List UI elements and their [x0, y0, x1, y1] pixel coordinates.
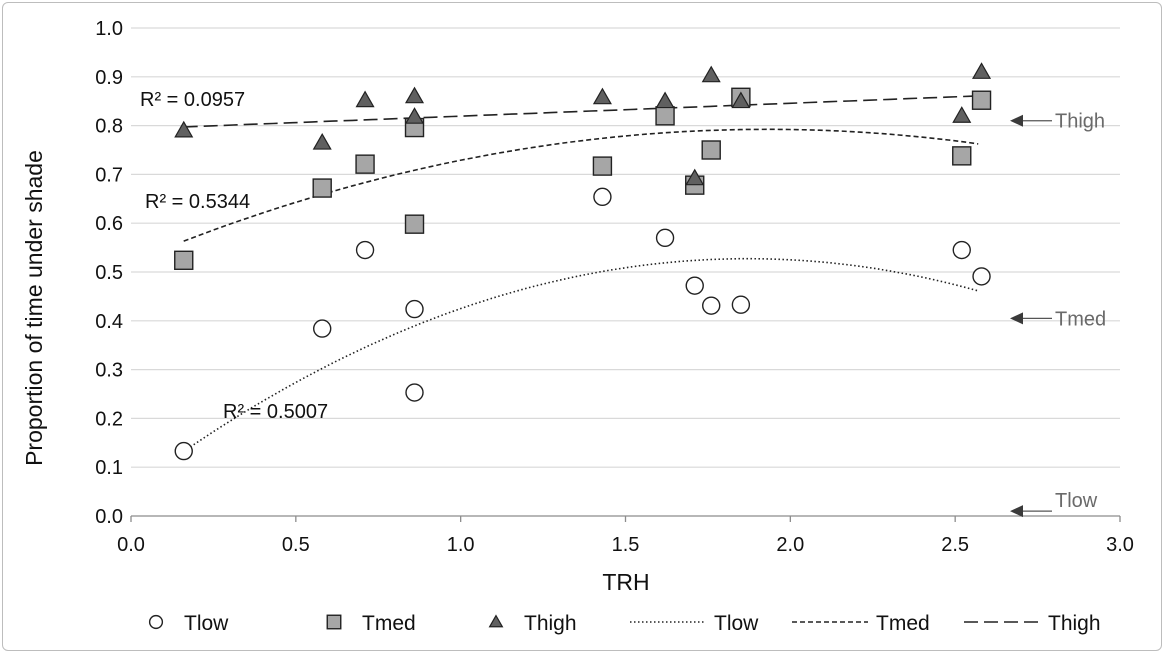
y-tick-label: 1.0 — [95, 18, 123, 40]
x-tick-label: 2.0 — [776, 534, 804, 556]
x-tick-label: 0.0 — [117, 534, 145, 556]
point-tmed — [952, 146, 972, 166]
point-thigh — [952, 106, 972, 123]
point-tlow — [174, 441, 193, 461]
legend-label: Thigh — [524, 612, 577, 635]
point-thigh — [972, 62, 992, 79]
x-tick-label: 0.5 — [282, 534, 310, 556]
y-tick-label: 0.0 — [95, 506, 123, 528]
trendline-thigh — [183, 95, 979, 128]
point-tmed — [655, 106, 675, 126]
point-tlow — [313, 319, 332, 338]
trendline-tlow — [183, 257, 979, 453]
point-tlow — [731, 295, 751, 314]
point-tlow — [405, 299, 424, 319]
data-points — [174, 62, 992, 461]
annotations: Thigh Tmed Tlow — [1010, 111, 1106, 518]
y-axis-title: Proportion of time under shade — [21, 150, 47, 466]
point-tlow — [685, 276, 704, 295]
tick-labels: 0.0 0.1 0.2 0.3 0.4 0.5 0.6 0.7 0.8 0.9 1.0 0.0 0.5 1… — [95, 18, 1134, 556]
point-tmed — [355, 154, 375, 174]
annotation-arrow-head — [1010, 505, 1023, 518]
legend-marker-thigh — [488, 614, 504, 628]
legend-label: Tlow — [714, 612, 759, 635]
x-axis-title: TRH — [602, 569, 649, 595]
x-tick-label: 3.0 — [1106, 534, 1134, 556]
x-tick-label: 1.5 — [612, 534, 640, 556]
point-thigh — [355, 90, 375, 108]
annotation-tlow: Tlow — [1055, 490, 1098, 512]
point-thigh — [592, 87, 612, 105]
y-tick-label: 0.3 — [95, 360, 123, 382]
trendline-tmed — [183, 128, 979, 242]
point-tmed — [312, 178, 332, 198]
annotation-tmed: Tmed — [1055, 308, 1106, 330]
annotation-arrow-head — [1010, 114, 1023, 127]
y-tick-label: 0.9 — [95, 67, 123, 89]
y-tick-label: 0.4 — [95, 311, 123, 333]
point-thigh — [701, 65, 721, 83]
annotation-arrow-head — [1010, 312, 1023, 325]
annotation-thigh: Thigh — [1055, 111, 1105, 133]
legend: Tlow Tmed Thigh Tlow Tmed Thigh — [148, 612, 1101, 635]
point-thigh — [404, 107, 425, 124]
legend-marker-tmed — [326, 614, 342, 630]
point-thigh — [731, 91, 751, 109]
legend-label: Tmed — [876, 612, 930, 635]
legend-label: Tmed — [362, 612, 416, 635]
legend-label: Tlow — [184, 612, 229, 635]
point-tmed — [701, 140, 721, 160]
x-tick-label: 1.0 — [447, 534, 475, 556]
legend-marker-tlow — [148, 614, 164, 630]
point-tlow — [702, 296, 721, 315]
point-tlow — [593, 187, 612, 207]
y-tick-label: 0.5 — [95, 262, 123, 284]
point-tmed — [592, 156, 613, 176]
point-tmed — [174, 250, 194, 270]
y-tick-label: 0.2 — [95, 408, 123, 430]
point-tlow — [655, 228, 675, 248]
point-tlow — [972, 267, 991, 286]
axes — [130, 515, 1121, 522]
legend-label: Thigh — [1048, 612, 1101, 635]
point-tmed — [404, 214, 425, 234]
point-thigh — [174, 120, 194, 138]
y-tick-label: 0.8 — [95, 116, 123, 138]
point-thigh — [655, 91, 675, 109]
y-tick-label: 0.7 — [95, 164, 123, 186]
point-tmed — [971, 90, 992, 110]
point-thigh — [685, 168, 705, 186]
y-tick-label: 0.6 — [95, 213, 123, 235]
point-tlow — [952, 240, 971, 260]
point-tlow — [355, 240, 375, 260]
x-tick-label: 2.5 — [941, 534, 969, 556]
trendlines — [183, 95, 979, 453]
point-tlow — [405, 383, 424, 402]
y-tick-label: 0.1 — [95, 457, 123, 479]
point-thigh — [404, 86, 425, 104]
gridlines — [131, 27, 1120, 468]
r2-label-tmed: R² = 0.5344 — [145, 191, 250, 213]
point-thigh — [312, 132, 332, 150]
r2-label-tlow: R² = 0.5007 — [223, 401, 328, 423]
r2-label-thigh: R² = 0.0957 — [140, 89, 245, 111]
